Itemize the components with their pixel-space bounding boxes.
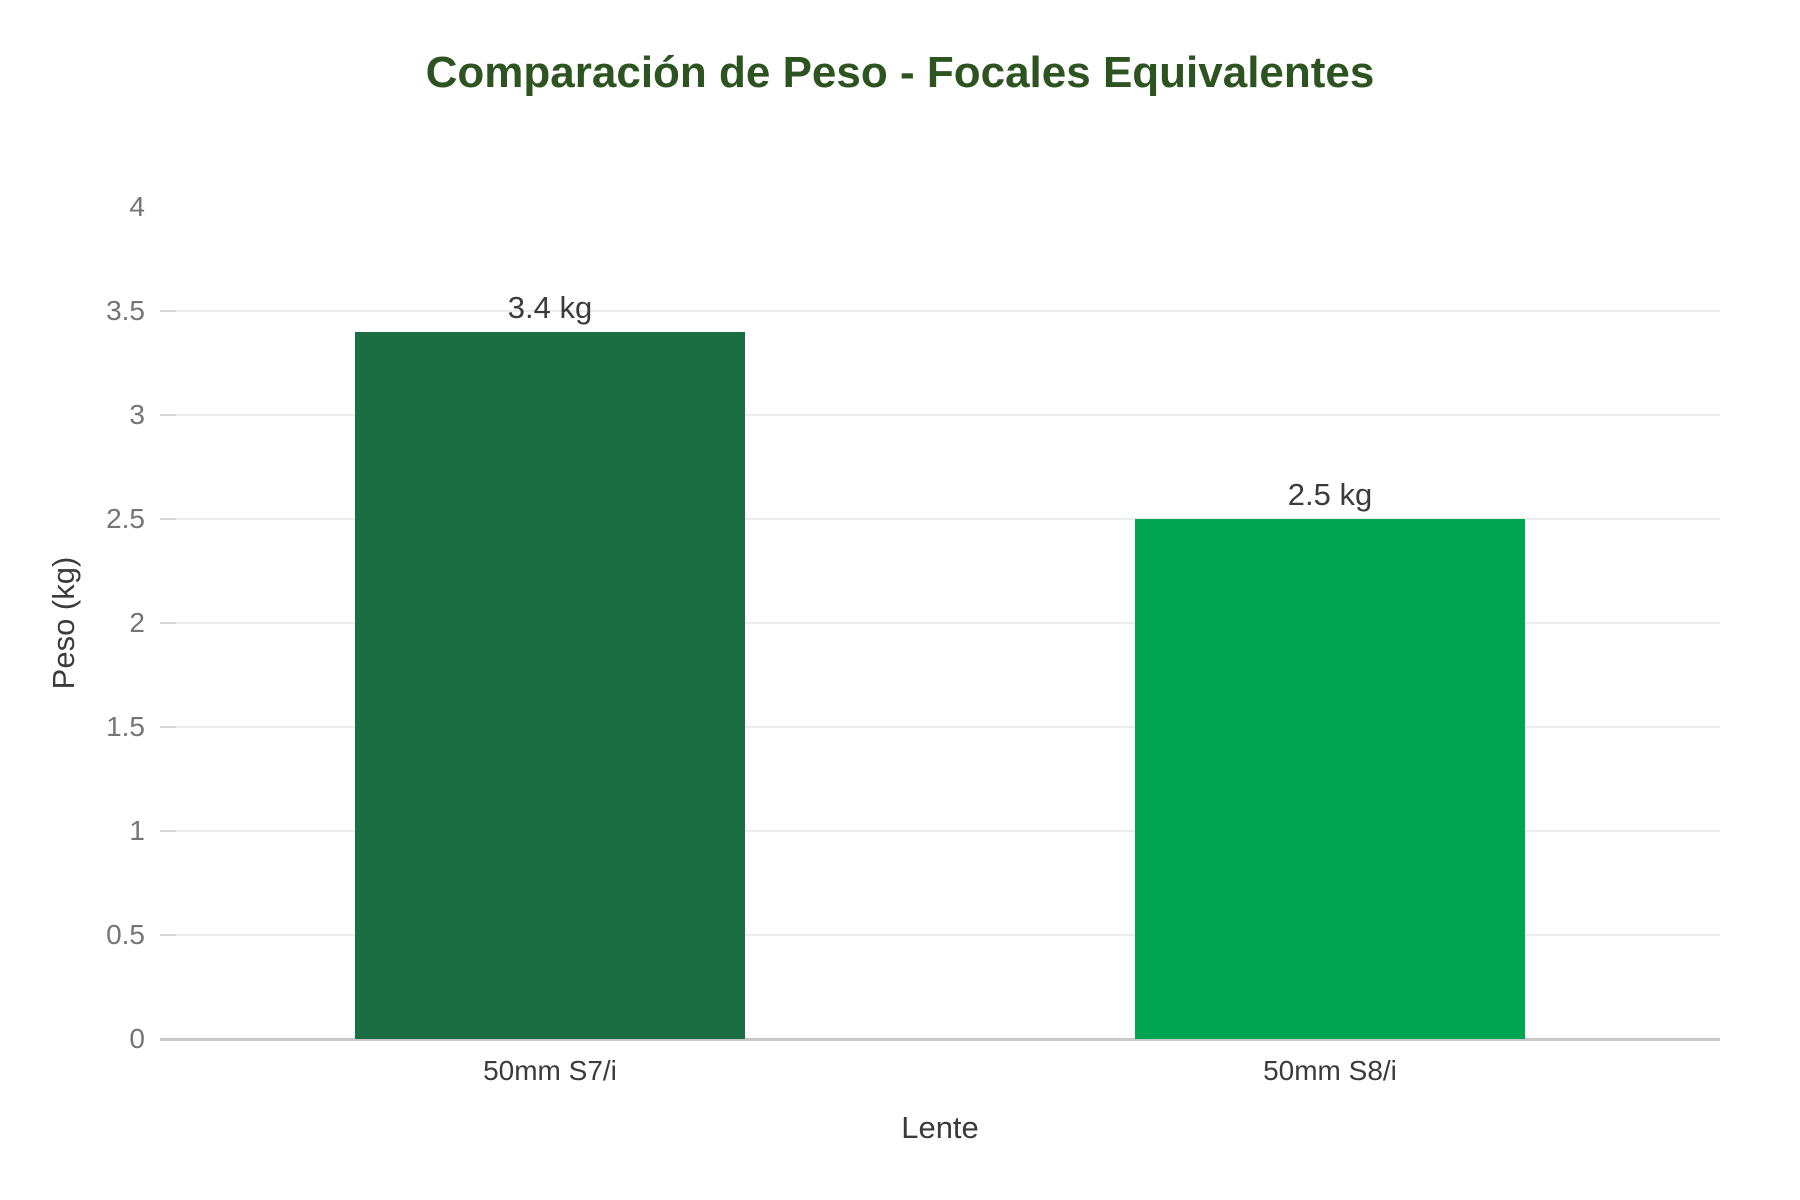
gridline: [160, 830, 1720, 832]
y-tick-label: 3: [129, 399, 145, 430]
x-axis-title: Lente: [901, 1110, 979, 1145]
y-tick-label: 0.5: [106, 919, 145, 950]
y-tick-label: 1.5: [106, 711, 145, 742]
gridline: [160, 726, 1720, 728]
y-tick-mark: [160, 310, 176, 312]
y-tick-label: 2.5: [106, 503, 145, 534]
bar-value-label: 3.4 kg: [507, 289, 593, 325]
y-tick-mark: [160, 934, 176, 936]
y-tick-label: 2: [129, 607, 145, 638]
gridline: [160, 934, 1720, 936]
y-tick-label: 1: [129, 815, 145, 846]
y-tick-mark: [160, 518, 176, 520]
y-tick-label: 0: [129, 1023, 145, 1054]
bar-50mm-s7-i: [355, 331, 745, 1039]
gridline: [160, 518, 1720, 520]
x-axis-line: [160, 1038, 1720, 1041]
y-tick-mark: [160, 414, 176, 416]
chart-title: Comparación de Peso - Focales Equivalent…: [425, 48, 1375, 97]
y-tick-mark: [160, 726, 176, 728]
y-tick-label: 4: [129, 191, 145, 222]
y-tick-mark: [160, 830, 176, 832]
x-category-label: 50mm S8/i: [1263, 1055, 1397, 1086]
bar-50mm-s8-i: [1135, 519, 1525, 1039]
y-tick-mark: [160, 622, 176, 624]
x-category-label: 50mm S7/i: [483, 1055, 617, 1086]
gridline: [160, 414, 1720, 416]
gridline: [160, 622, 1720, 624]
gridline: [160, 310, 1720, 312]
y-tick-label: 3.5: [106, 295, 145, 326]
bar-value-label: 2.5 kg: [1287, 477, 1373, 512]
